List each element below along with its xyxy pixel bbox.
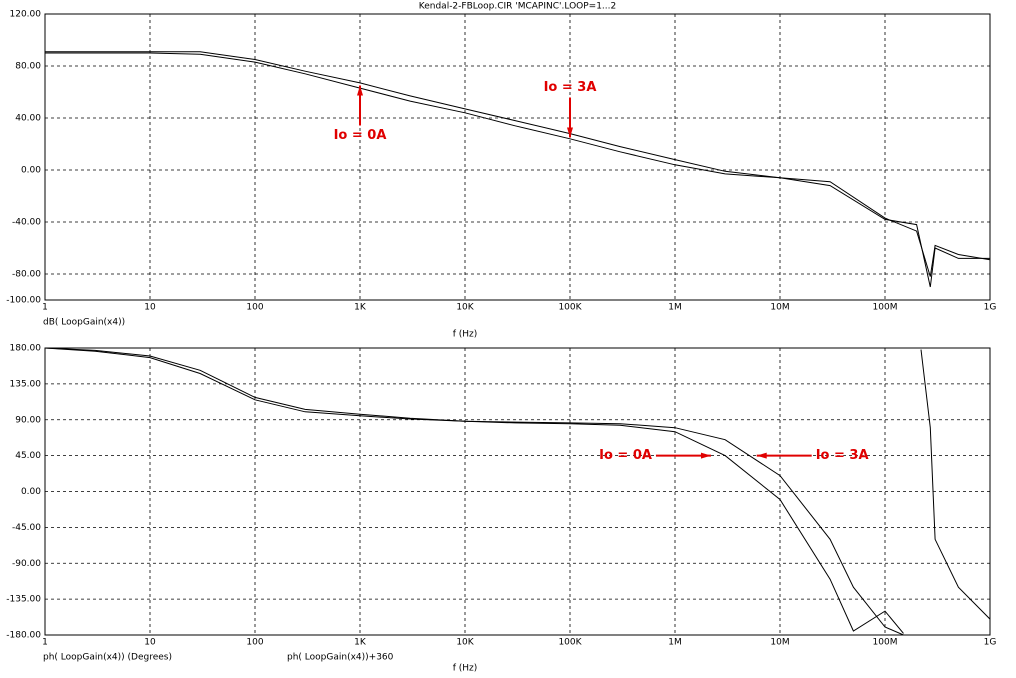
x-tick-label: 10M (770, 303, 789, 313)
x-axis-label: f (Hz) (453, 664, 478, 674)
x-tick-label: 1M (668, 638, 682, 648)
y-tick-label: -135.00 (6, 595, 41, 605)
x-tick-label: 10 (144, 303, 156, 313)
arrow-head (756, 452, 767, 459)
y-tick-label: 0.00 (21, 166, 41, 176)
annotation-label: Io = 3A (544, 80, 597, 95)
y-tick-label: 0.00 (21, 487, 41, 497)
y-axis-label: dB( LoopGain(x4)) (43, 318, 125, 328)
x-tick-label: 100K (558, 303, 582, 313)
x-tick-label: 1G (984, 638, 997, 648)
x-tick-label: 100M (873, 638, 898, 648)
plot-frame (44, 13, 991, 301)
y-axis-label: ph( LoopGain(x4))+360 (287, 653, 394, 663)
series-line (45, 348, 990, 634)
y-tick-label: 180.00 (10, 344, 42, 354)
x-tick-label: 10M (770, 638, 789, 648)
y-tick-label: 40.00 (15, 114, 41, 124)
y-tick-label: -180.00 (6, 631, 41, 641)
x-tick-label: 100K (558, 638, 582, 648)
x-tick-label: 1M (668, 303, 682, 313)
arrow-head (357, 85, 363, 96)
y-tick-label: -80.00 (12, 270, 41, 280)
x-tick-label: 100 (246, 638, 263, 648)
y-tick-label: -45.00 (12, 523, 41, 533)
x-tick-label: 10 (144, 638, 156, 648)
x-tick-label: 100 (246, 303, 263, 313)
arrow-head (567, 127, 573, 138)
y-tick-label: 45.00 (15, 451, 41, 461)
x-tick-label: 1 (42, 303, 48, 313)
annotation-label: Io = 0A (599, 448, 652, 463)
chart-title: Kendal-2-FBLoop.CIR 'MCAPINC'.LOOP=1...2 (419, 2, 616, 12)
x-tick-label: 1K (354, 303, 367, 313)
x-tick-label: 1K (354, 638, 367, 648)
annotation-label: Io = 0A (334, 128, 387, 143)
y-tick-label: -40.00 (12, 218, 41, 228)
x-tick-label: 10K (456, 303, 474, 313)
x-tick-label: 1 (42, 638, 48, 648)
x-tick-label: 10K (456, 638, 474, 648)
y-tick-label: 90.00 (15, 415, 41, 425)
series-line (45, 52, 990, 277)
y-tick-label: 120.00 (10, 10, 42, 20)
series-line (45, 348, 904, 635)
y-tick-label: -90.00 (12, 559, 41, 569)
y-axis-label: ph( LoopGain(x4)) (Degrees) (43, 653, 172, 663)
y-tick-label: -100.00 (6, 296, 41, 306)
annotation-label: Io = 3A (816, 448, 869, 463)
x-axis-label: f (Hz) (453, 330, 478, 340)
y-tick-label: 80.00 (15, 62, 41, 72)
x-tick-label: 100M (873, 303, 898, 313)
x-tick-label: 1G (984, 303, 997, 313)
series-line (45, 51, 990, 288)
arrow-head (700, 452, 711, 459)
plot-frame (44, 347, 991, 636)
y-tick-label: 135.00 (10, 379, 42, 389)
